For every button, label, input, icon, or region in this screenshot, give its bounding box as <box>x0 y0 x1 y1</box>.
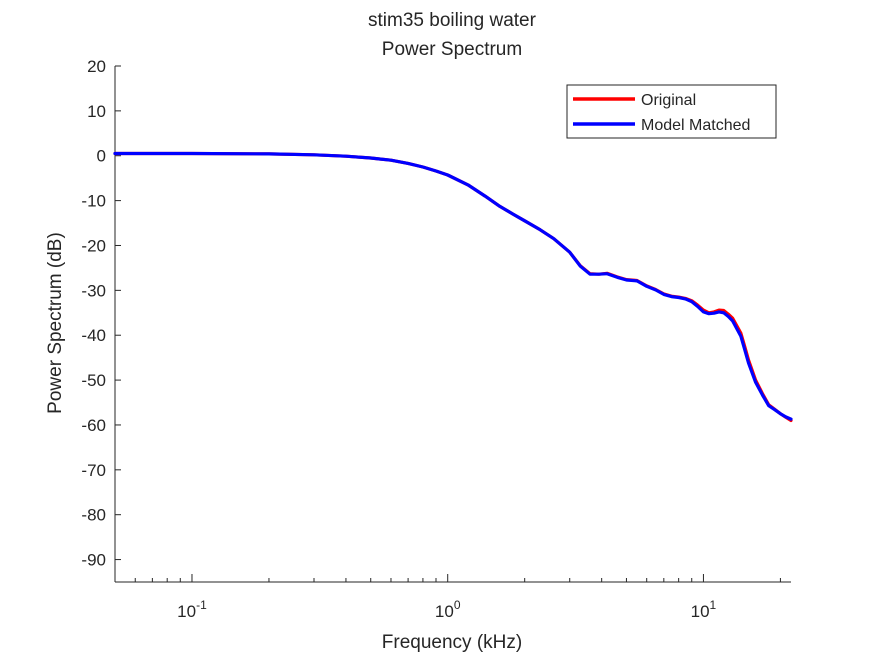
y-tick-label: -90 <box>81 551 106 570</box>
y-tick-label: -60 <box>81 416 106 435</box>
legend-label: Original <box>641 92 696 109</box>
y-tick-label: 20 <box>87 57 106 76</box>
y-tick-label: -50 <box>81 371 106 390</box>
legend-box <box>566 84 777 139</box>
y-tick-label: 0 <box>97 147 106 166</box>
y-axis-title: Power Spectrum (dB) <box>45 232 66 414</box>
y-tick-label: -40 <box>81 326 106 345</box>
y-tick-label: -80 <box>81 506 106 525</box>
series-line-model-matched <box>113 151 793 421</box>
chart-title-line-2: Power Spectrum <box>382 39 522 60</box>
legend: Original Model Matched <box>566 84 777 139</box>
y-tick-label: -10 <box>81 192 106 211</box>
legend-label: Model Matched <box>641 117 750 134</box>
series-lines <box>113 151 793 423</box>
y-tick-label: -30 <box>81 281 106 300</box>
x-tick-label: 100 <box>435 598 461 621</box>
chart-title-line-1: stim35 boiling water <box>368 10 537 31</box>
x-tick-label: 10-1 <box>177 598 207 621</box>
y-tick-label: -20 <box>81 236 106 255</box>
y-tick-label: -70 <box>81 461 106 480</box>
y-tick-label: 10 <box>87 102 106 121</box>
x-axis-title: Frequency (kHz) <box>382 632 522 653</box>
x-tick-label: 101 <box>691 598 717 621</box>
